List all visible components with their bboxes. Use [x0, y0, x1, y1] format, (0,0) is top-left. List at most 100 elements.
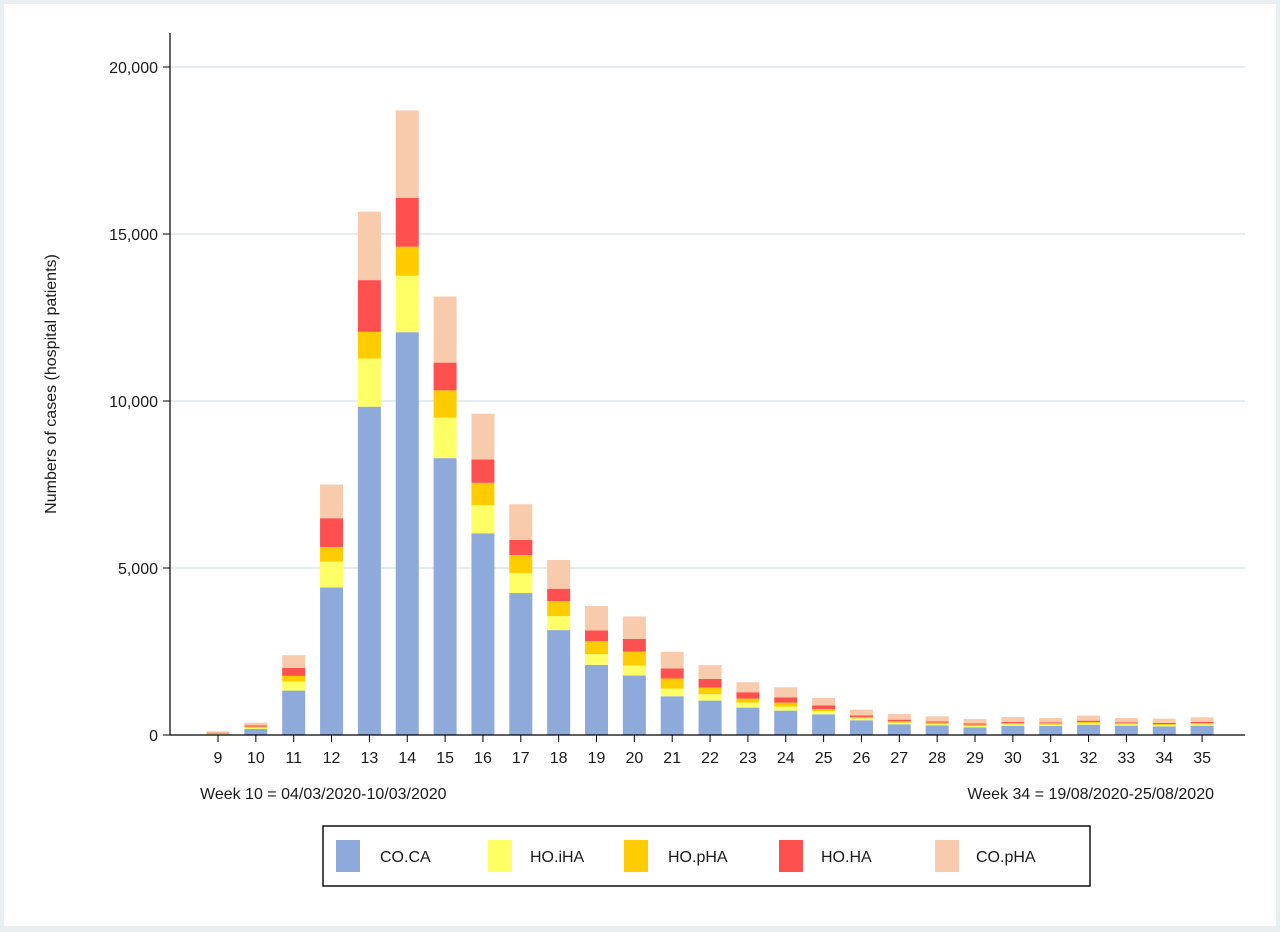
- bar-segment-ho-ha-week-11: [282, 667, 306, 676]
- legend-box: [322, 825, 1091, 887]
- x-tick-label: 13: [361, 750, 379, 767]
- bar-segment-ho-iha-week-23: [736, 702, 760, 708]
- y-tick-label: 0: [149, 728, 158, 745]
- bar-segment-ho-pha-week-15: [433, 390, 457, 418]
- bar-segment-co-pha-week-32: [1077, 715, 1101, 721]
- bar-segment-ho-iha-week-10: [244, 727, 268, 729]
- bar-segment-ho-pha-week-34: [1152, 723, 1176, 725]
- bar-segment-co-ca-week-17: [509, 593, 533, 735]
- bar-segment-co-pha-week-12: [320, 484, 344, 519]
- bar-segment-ho-iha-week-12: [320, 561, 344, 588]
- bar-segment-co-pha-week-13: [357, 211, 381, 281]
- bar-segment-ho-iha-week-14: [395, 275, 419, 333]
- bar-segment-ho-iha-week-32: [1077, 723, 1101, 725]
- x-tick-label: 20: [625, 750, 643, 767]
- x-tick-label: 29: [966, 750, 984, 767]
- bar-segment-ho-iha-week-20: [622, 665, 646, 676]
- bar-segment-co-pha-week-14: [395, 110, 419, 198]
- x-tick-label: 34: [1155, 750, 1173, 767]
- bar-segment-ho-iha-week-16: [471, 505, 495, 534]
- bar-segment-ho-ha-week-22: [698, 678, 722, 688]
- bar-segment-co-pha-week-29: [963, 718, 987, 724]
- bar-segment-co-ca-week-29: [963, 727, 987, 735]
- bar-segment-co-ca-week-26: [849, 720, 873, 735]
- legend-label-co-pha: CO.pHA: [976, 849, 1036, 866]
- bars: [206, 110, 1214, 735]
- bar-segment-ho-ha-week-34: [1152, 722, 1176, 724]
- bar-segment-ho-ha-week-18: [547, 588, 571, 602]
- x-tick-label: 23: [739, 750, 757, 767]
- legend-label-ho-pha: HO.pHA: [668, 849, 728, 866]
- bar-segment-co-ca-week-15: [433, 458, 457, 735]
- x-tick-label: 21: [663, 750, 681, 767]
- x-tick-label: 31: [1042, 750, 1060, 767]
- bar-segment-co-pha-week-9: [206, 731, 230, 733]
- bar-segment-ho-ha-week-35: [1190, 721, 1214, 723]
- bar-segment-ho-pha-week-22: [698, 687, 722, 695]
- bar-segment-co-pha-week-31: [1039, 717, 1063, 723]
- legend-swatch-co-ca: [336, 840, 360, 872]
- bar-segment-co-pha-week-30: [1001, 716, 1025, 722]
- bar-segment-co-pha-week-20: [622, 616, 646, 639]
- bar-segment-co-pha-week-35: [1190, 717, 1214, 722]
- x-tick-label: 15: [436, 750, 454, 767]
- bar-segment-ho-ha-week-9: [206, 732, 230, 734]
- bar-segment-ho-ha-week-25: [812, 705, 836, 709]
- y-tick-label: 10,000: [109, 394, 158, 411]
- bar-segment-co-ca-week-30: [1001, 725, 1025, 735]
- bar-segment-co-ca-week-34: [1152, 726, 1176, 735]
- bar-segment-co-pha-week-21: [660, 651, 684, 669]
- x-tick-label: 9: [214, 750, 223, 767]
- bar-segment-co-pha-week-15: [433, 296, 457, 363]
- bar-segment-ho-iha-week-11: [282, 681, 306, 691]
- bar-segment-ho-iha-week-28: [925, 723, 949, 726]
- bar-segment-ho-ha-week-28: [925, 721, 949, 723]
- bar-segment-ho-pha-week-17: [509, 554, 533, 574]
- bar-segment-ho-pha-week-10: [244, 726, 268, 728]
- bar-segment-ho-pha-week-11: [282, 675, 306, 682]
- bar-segment-ho-iha-week-29: [963, 725, 987, 728]
- bar-segment-co-pha-week-34: [1152, 718, 1176, 723]
- bar-segment-ho-pha-week-24: [774, 702, 798, 707]
- x-tick-label: 32: [1080, 750, 1098, 767]
- bar-segment-co-ca-week-33: [1114, 725, 1138, 735]
- bar-segment-ho-ha-week-12: [320, 518, 344, 547]
- bar-segment-ho-ha-week-30: [1001, 721, 1025, 723]
- legend-entries: CO.CA HO.iHA HO.pHA HO.HA CO.pHA: [336, 840, 1036, 872]
- legend-swatch-ho-pha: [624, 840, 648, 872]
- plot-panel: [4, 4, 1276, 926]
- bar-segment-co-ca-week-23: [736, 707, 760, 735]
- bar-segment-ho-pha-week-16: [471, 482, 495, 506]
- bar-segment-co-pha-week-25: [812, 697, 836, 706]
- x-tick-label: 30: [1004, 750, 1022, 767]
- bar-segment-ho-pha-week-20: [622, 651, 646, 666]
- bar-segment-ho-pha-week-28: [925, 722, 949, 724]
- axes: [169, 33, 1245, 736]
- bar-segment-ho-pha-week-29: [963, 724, 987, 726]
- bar-segment-co-ca-week-12: [320, 587, 344, 735]
- x-tick-label: 26: [853, 750, 871, 767]
- bar-segment-ho-pha-week-27: [887, 721, 911, 723]
- bar-segment-co-pha-week-27: [887, 713, 911, 720]
- bar-segment-ho-ha-week-13: [357, 280, 381, 332]
- legend-swatch-ho-iha: [488, 840, 512, 872]
- bar-segment-co-ca-week-32: [1077, 724, 1101, 735]
- y-ticks: 0 5,000 10,000 15,000 20,000: [109, 60, 170, 745]
- bar-segment-co-pha-week-10: [244, 722, 268, 726]
- bar-segment-ho-ha-week-26: [849, 715, 873, 717]
- bar-segment-ho-iha-week-15: [433, 417, 457, 459]
- bar-segment-co-ca-week-18: [547, 630, 571, 735]
- x-tick-label: 27: [890, 750, 908, 767]
- bar-segment-co-ca-week-25: [812, 714, 836, 735]
- bar-segment-ho-iha-week-13: [357, 358, 381, 407]
- bar-segment-ho-ha-week-21: [660, 668, 684, 679]
- bar-segment-ho-ha-week-23: [736, 692, 760, 699]
- bar-segment-co-ca-week-21: [660, 696, 684, 735]
- bar-segment-ho-pha-week-14: [395, 246, 419, 276]
- bar-segment-ho-iha-week-33: [1114, 724, 1138, 726]
- bar-segment-ho-ha-week-24: [774, 697, 798, 703]
- bar-segment-ho-iha-week-31: [1039, 724, 1063, 726]
- bar-segment-ho-pha-week-33: [1114, 723, 1138, 725]
- bar-segment-co-ca-week-28: [925, 725, 949, 735]
